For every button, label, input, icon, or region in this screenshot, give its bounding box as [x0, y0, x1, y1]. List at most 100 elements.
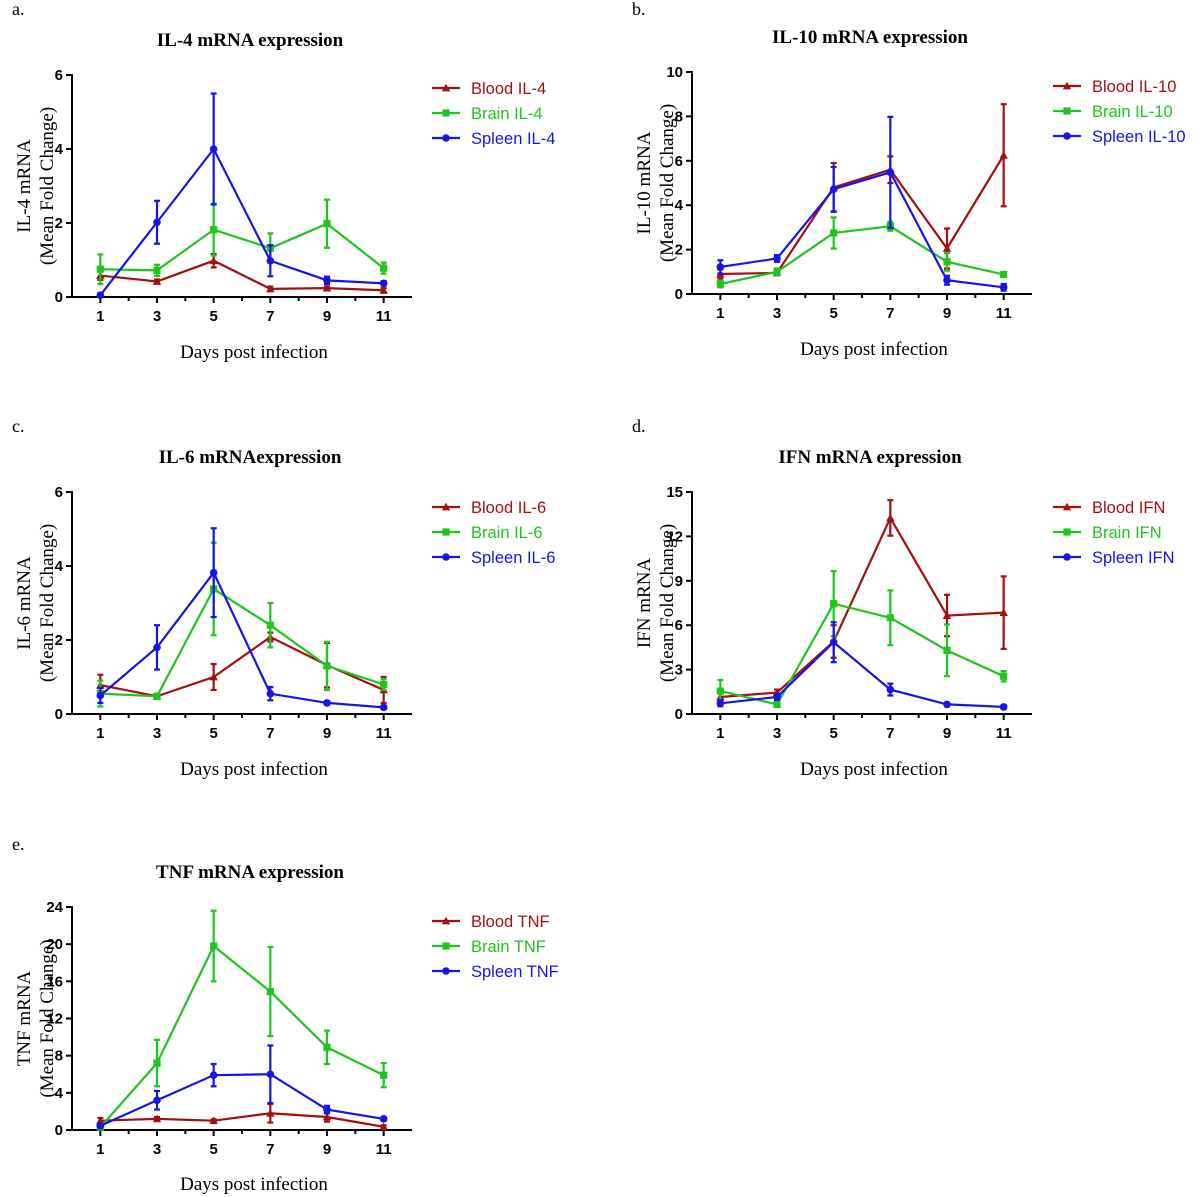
x-tick-label: 1: [96, 1141, 104, 1158]
data-point: [716, 263, 725, 271]
data-point: [379, 286, 388, 294]
legend-entry-blood: Blood IL-4: [432, 80, 546, 98]
data-point: [323, 1043, 331, 1051]
x-tick-label: 7: [266, 725, 274, 742]
series-spleen: [96, 92, 388, 299]
legend-marker: [1063, 132, 1071, 140]
legend-entry-spleen: Spleen IL-6: [432, 549, 555, 567]
data-point: [266, 621, 274, 629]
series-line: [720, 154, 1005, 276]
legend-entry-brain: Brain IL-6: [432, 524, 543, 542]
series-line: [99, 146, 384, 296]
series-spleen: [716, 115, 1008, 292]
legend-entry-brain: Brain IFN: [1053, 524, 1162, 542]
x-tick-label: 3: [153, 308, 161, 325]
y-axis-label-line: IL-4 mRNA: [14, 139, 35, 233]
legend-entry-blood: Blood IFN: [1053, 499, 1165, 517]
series-brain: [96, 198, 388, 286]
y-axis-label-line: IL-6 mRNA: [14, 556, 35, 650]
series-line: [99, 944, 385, 1128]
legend-marker: [441, 83, 451, 92]
series-line: [99, 1073, 384, 1127]
data-point: [153, 218, 161, 227]
series-blood: [96, 631, 388, 705]
series-spleen: [716, 621, 1008, 711]
legend-entry-brain: Brain IL-4: [432, 105, 543, 123]
legend-marker: [442, 942, 450, 950]
y-tick-label: 6: [675, 153, 683, 170]
data-point: [209, 256, 218, 265]
data-point: [999, 608, 1008, 616]
x-tick-label: 9: [323, 725, 331, 742]
x-tick-label: 11: [376, 725, 392, 742]
data-point: [209, 672, 218, 681]
data-point: [886, 168, 895, 177]
x-tick-label: 3: [773, 305, 781, 322]
y-tick-label: 8: [675, 108, 683, 125]
chart-panel-2: b. IL-10 mRNA expression 0 2 4 6 8 10 1 3 5 7 9 11 Day…: [632, 0, 1186, 360]
y-axis-label: IL-4 mRNA (Mean Fold Change): [14, 107, 58, 265]
panel-label: a.: [12, 0, 25, 19]
legend-entry-spleen: Spleen IFN: [1053, 549, 1175, 567]
data-point: [152, 277, 162, 285]
data-point: [943, 258, 951, 266]
legend-label: Brain IL-4: [471, 105, 543, 123]
legend-label: Brain TNF: [471, 938, 546, 956]
y-axis-label-line: (Mean Fold Change): [37, 107, 58, 265]
legend-label: Spleen TNF: [471, 963, 559, 981]
legend-label: Brain IL-10: [1092, 103, 1173, 121]
legend-label: Brain IL-6: [471, 524, 543, 542]
y-axis-label-line: (Mean Fold Change): [37, 524, 58, 682]
y-tick-label: 4: [55, 141, 64, 158]
y-tick-label: 4: [55, 558, 64, 575]
y-tick-label: 9: [675, 573, 683, 590]
data-point: [943, 646, 951, 654]
y-tick-label: 12: [46, 1011, 63, 1028]
data-point: [943, 276, 951, 285]
data-point: [716, 699, 725, 708]
series-brain: [716, 570, 1008, 708]
chart-title: IFN mRNA expression: [778, 447, 962, 468]
panel-label: b.: [632, 0, 646, 19]
series-brain: [716, 216, 1008, 289]
data-point: [96, 691, 105, 700]
data-point: [323, 220, 331, 228]
legend-marker: [441, 502, 451, 511]
data-point: [323, 699, 331, 707]
data-point: [266, 689, 275, 698]
y-tick-label: 6: [55, 484, 63, 501]
legend-marker: [442, 109, 450, 117]
y-axis-label-line: TNF mRNA: [14, 970, 35, 1066]
x-tick-label: 3: [153, 1141, 161, 1158]
data-point: [153, 1096, 161, 1105]
data-point: [153, 643, 161, 652]
y-tick-label: 15: [666, 484, 683, 501]
x-tick-label: 9: [943, 725, 951, 742]
data-point: [153, 266, 161, 274]
y-tick-label: 10: [666, 64, 683, 81]
x-axis-label: Days post infection: [800, 339, 948, 360]
x-tick-label: 7: [886, 725, 894, 742]
y-tick-label: 24: [46, 899, 63, 916]
y-axis-label: IL-10 mRNA (Mean Fold Change): [634, 104, 678, 262]
data-point: [999, 703, 1008, 711]
chart-title: IL-6 mRNAexpression: [159, 447, 342, 468]
data-point: [1000, 270, 1008, 279]
legend-entry-blood: Blood TNF: [432, 913, 550, 931]
y-axis-label: IL-6 mRNA (Mean Fold Change): [14, 524, 58, 682]
legend-marker: [1062, 81, 1072, 90]
data-point: [266, 1070, 275, 1079]
chart-panel-5: e. TNF mRNA expression 0 4 8 12 16 20 24 1 3 5 7 9 11 D…: [12, 834, 559, 1195]
x-tick-label: 1: [716, 725, 724, 742]
y-axis-label-line: (Mean Fold Change): [37, 939, 58, 1097]
x-axis-label: Days post infection: [800, 759, 948, 780]
data-point: [153, 692, 161, 700]
data-point: [379, 703, 388, 712]
x-tick-label: 9: [323, 308, 331, 325]
y-tick-label: 2: [55, 632, 63, 649]
y-tick-label: 4: [675, 197, 684, 214]
data-point: [999, 283, 1008, 292]
x-tick-label: 11: [376, 1141, 392, 1158]
series-brain: [96, 909, 388, 1131]
